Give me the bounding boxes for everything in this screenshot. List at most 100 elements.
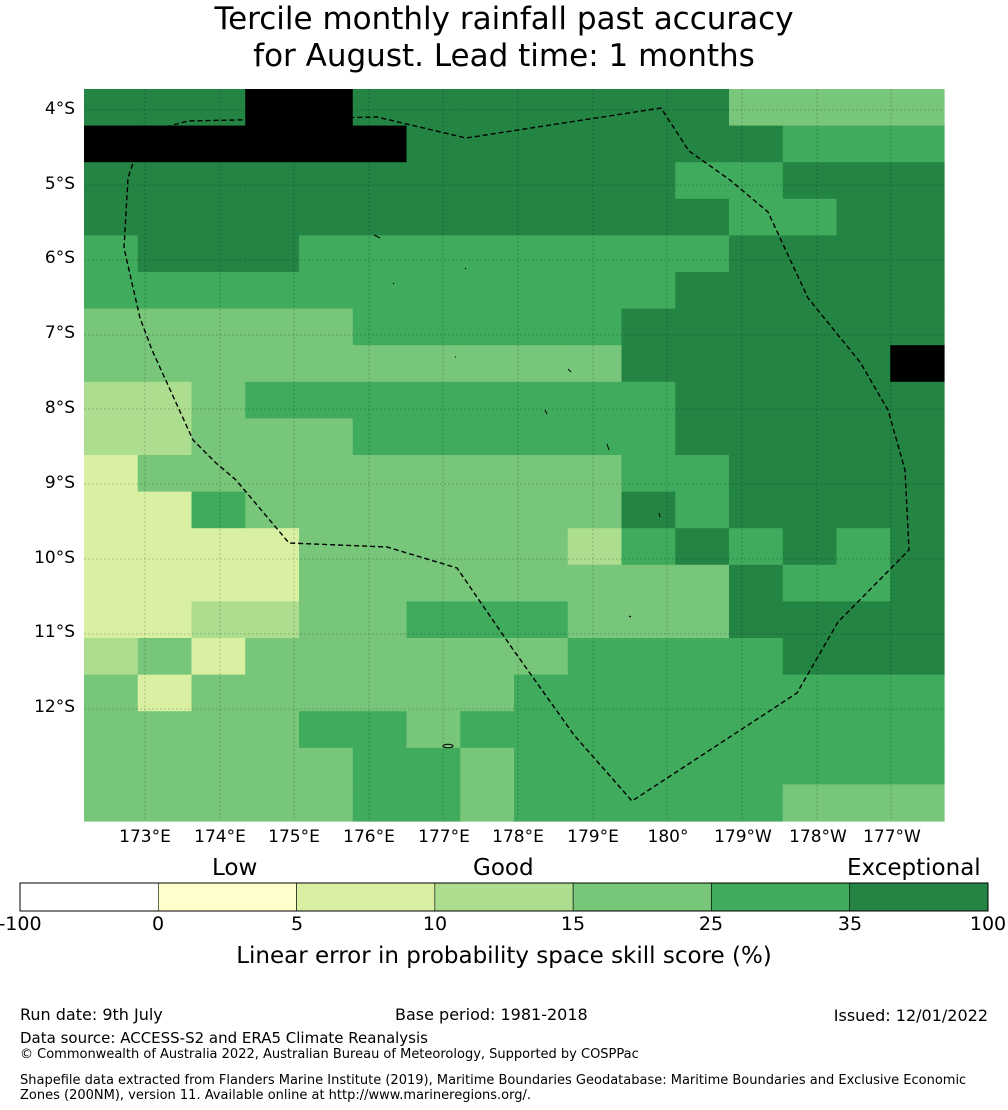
skill-cell <box>299 528 354 566</box>
skill-cell <box>137 345 193 383</box>
skill-cell <box>836 418 891 456</box>
skill-cell <box>782 747 838 785</box>
lat-label: 7°S <box>44 323 75 343</box>
colorbar <box>19 882 989 912</box>
skill-cell <box>782 125 838 163</box>
skill-cell <box>352 125 408 163</box>
skill-cell <box>245 455 300 493</box>
skill-cell <box>137 455 193 493</box>
skill-cell <box>621 455 676 493</box>
skill-cell <box>836 235 891 273</box>
skill-cell <box>191 418 246 456</box>
skill-cell <box>460 345 515 383</box>
skill-cell <box>245 308 300 346</box>
skill-cell <box>567 235 623 273</box>
skill-cell <box>299 491 354 529</box>
colorbar-segment <box>572 882 712 912</box>
skill-cell <box>836 528 891 566</box>
skill-cell <box>514 89 569 127</box>
skill-cell <box>191 89 246 127</box>
skill-cell <box>299 784 354 822</box>
skill-cell <box>782 711 838 749</box>
skill-cell <box>299 235 354 273</box>
skill-cell <box>137 564 193 602</box>
skill-cell <box>137 125 193 163</box>
skill-cell <box>675 162 730 200</box>
skill-cell <box>191 784 246 822</box>
skill-cell <box>460 308 515 346</box>
skill-cell <box>84 674 139 712</box>
skill-cell <box>621 272 676 310</box>
lon-label: 177°W <box>863 827 921 847</box>
colorbar-segment <box>296 882 436 912</box>
issued-date: Issued: 12/01/2022 <box>833 1006 988 1025</box>
skill-cell <box>836 125 891 163</box>
skill-cell <box>621 674 676 712</box>
lat-label: 8°S <box>44 398 75 418</box>
skill-cell <box>621 711 676 749</box>
skill-cell <box>406 455 461 493</box>
skill-cell <box>890 784 945 822</box>
skill-cell <box>621 345 676 383</box>
skill-cell <box>137 601 193 639</box>
skill-cell <box>406 564 461 602</box>
skill-cell <box>406 272 461 310</box>
skill-cell <box>836 784 891 822</box>
skill-cell <box>621 601 676 639</box>
skill-cell <box>836 491 891 529</box>
skill-cell <box>567 125 623 163</box>
copyright-notice: © Commonwealth of Australia 2022, Austra… <box>20 1047 639 1062</box>
skill-cell <box>245 784 300 822</box>
skill-cell <box>729 272 784 310</box>
skill-cell <box>299 564 354 602</box>
skill-cell <box>245 381 300 419</box>
lon-label: 179°E <box>567 827 619 847</box>
colorbar-outline <box>19 882 989 912</box>
skill-cell <box>782 89 838 127</box>
skill-cell <box>460 235 515 273</box>
skill-cell <box>191 674 246 712</box>
lon-label: 178°W <box>789 827 847 847</box>
skill-cell <box>567 528 623 566</box>
skill-cell <box>245 711 300 749</box>
skill-cell <box>352 272 408 310</box>
skill-cell <box>782 491 838 529</box>
skill-cell <box>137 162 193 200</box>
skill-cell <box>836 198 891 236</box>
skill-cell <box>245 601 300 639</box>
skill-cell <box>514 601 569 639</box>
skill-cell <box>890 455 945 493</box>
skill-cell <box>191 638 246 676</box>
skill-cell <box>675 381 730 419</box>
skill-cell <box>729 418 784 456</box>
skill-cell <box>299 125 354 163</box>
skill-cell <box>675 198 730 236</box>
skill-cell <box>836 272 891 310</box>
skill-cell <box>406 528 461 566</box>
skill-cell <box>191 747 246 785</box>
skill-cell <box>514 162 569 200</box>
skill-cell <box>890 674 945 712</box>
skill-cell <box>460 162 515 200</box>
skill-cell <box>782 272 838 310</box>
skill-cell <box>514 528 569 566</box>
skill-cell <box>514 125 569 163</box>
skill-cell <box>245 272 300 310</box>
skill-cell <box>567 638 623 676</box>
skill-cell <box>567 89 623 127</box>
skill-cell <box>137 272 193 310</box>
skill-cell <box>84 381 139 419</box>
skill-cell <box>245 198 300 236</box>
skill-cell <box>514 235 569 273</box>
skill-cell <box>514 638 569 676</box>
lon-label: 177°E <box>418 827 470 847</box>
skill-cell <box>567 198 623 236</box>
skill-cell <box>245 564 300 602</box>
skill-cell <box>675 747 730 785</box>
skill-cell <box>675 418 730 456</box>
skill-cell <box>84 711 139 749</box>
skill-cell <box>191 564 246 602</box>
skill-cell <box>352 308 408 346</box>
skill-cell <box>191 345 246 383</box>
skill-cell <box>245 638 300 676</box>
